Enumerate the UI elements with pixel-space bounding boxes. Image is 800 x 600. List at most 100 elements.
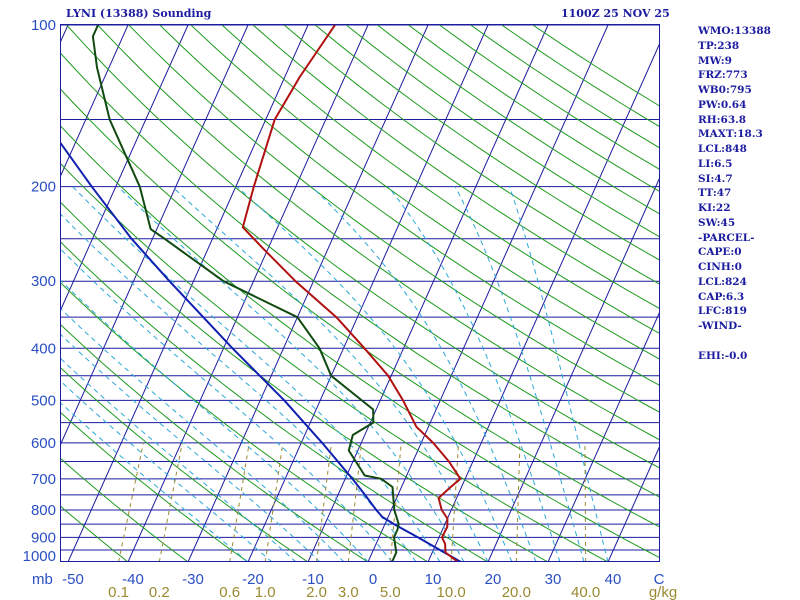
station-title: LYNI (13388) Sounding [66, 7, 212, 20]
mixing-ratio-label: 20.0 [502, 584, 531, 600]
dry-adiabat-line [60, 124, 660, 559]
pressure-tick-label: 500 [31, 392, 56, 409]
temperature-tick-label: -20 [242, 571, 264, 588]
sounding-index: MAXT:18.3 [698, 128, 763, 141]
mixing-ratio-label: 40.0 [571, 584, 600, 600]
mixing-ratio-line [584, 442, 587, 562]
moist-adiabat-line [509, 186, 609, 562]
mixing-ratio-label: 3.0 [338, 584, 359, 600]
sounding-index: CAP:6.3 [698, 290, 745, 303]
sounding-index: RH:63.8 [698, 113, 747, 126]
temperature-tick-label: -50 [62, 571, 84, 588]
sounding-index: SW:45 [698, 216, 736, 229]
temperature-unit-label: C [654, 571, 665, 588]
pressure-tick-label: 1000 [23, 548, 56, 565]
sounding-index: -WIND- [698, 320, 742, 332]
temperature-tick-label: 30 [545, 571, 562, 588]
temperature-tick-label: 40 [605, 571, 622, 588]
dry-adiabat-line [221, 25, 660, 335]
moist-adiabat-line [311, 186, 537, 562]
sounding-index: FRZ:773 [698, 69, 748, 82]
moist-adiabat-line [387, 186, 561, 562]
sounding-index: LFC:819 [698, 305, 747, 318]
sounding-index: LCL:824 [698, 275, 747, 288]
observation-time: 1100Z 25 NOV 25 [561, 7, 670, 20]
isotherm-line [367, 25, 609, 562]
isotherm-line [247, 25, 489, 562]
mixing-ratio-label: 0.2 [149, 584, 170, 600]
pressure-tick-label: 100 [31, 17, 56, 34]
sounding-index: WMO:13388 [698, 25, 771, 37]
mixing-ratio-label: 10.0 [437, 584, 466, 600]
isotherm-line [0, 25, 8, 562]
dry-adiabat-line [128, 25, 660, 413]
isotherm-line [60, 25, 189, 313]
dry-adiabat-line [283, 25, 660, 285]
dry-adiabat-line [60, 411, 249, 562]
moist-adiabat-line [60, 307, 345, 562]
temperature-tick-label: 0 [369, 571, 377, 588]
isotherm-line [547, 310, 660, 562]
pressure-tick-label: 200 [31, 179, 56, 196]
isotherm-line [487, 175, 660, 562]
sounding-index: -PARCEL- [698, 231, 755, 244]
sounding-index: PW:0.64 [698, 98, 747, 111]
dry-adiabat-line [60, 457, 189, 562]
mixing-ratio-label: 2.0 [306, 584, 327, 600]
sounding-index: KI:22 [698, 202, 731, 214]
moist-adiabat-line [117, 186, 465, 562]
pressure-tick-label: 900 [31, 529, 56, 546]
temperature-tick-label: -10 [302, 571, 324, 588]
pressure-unit-label: mb [32, 571, 53, 588]
isotherm-line [60, 25, 249, 447]
sounding-index: MW:9 [698, 54, 732, 67]
sounding-index: CAPE:0 [698, 246, 742, 259]
sounding-index: TP:238 [698, 39, 740, 52]
dry-adiabat-line [190, 25, 660, 360]
mixing-ratio-label: 5.0 [380, 584, 401, 600]
sounding-index: TT:47 [698, 187, 732, 200]
mixing-ratio-label: 1.0 [255, 584, 276, 600]
sounding-index: CINH:0 [698, 261, 742, 273]
pressure-tick-label: 800 [31, 502, 56, 519]
dewpoint-trace [91, 25, 400, 562]
moist-adiabat-line [60, 357, 297, 562]
dry-adiabat-line [60, 201, 549, 562]
dry-adiabat-line [60, 281, 429, 562]
isotherm-line [607, 444, 660, 562]
sounding-index: SI:4.7 [698, 172, 733, 185]
mixing-ratio-unit-label: g/kg [649, 584, 677, 600]
mixing-ratio-line [515, 442, 521, 562]
dry-adiabat-line [60, 162, 609, 562]
pressure-tick-label: 400 [31, 340, 56, 357]
temperature-tick-label: 20 [485, 571, 502, 588]
pressure-tick-label: 300 [31, 273, 56, 290]
dry-adiabat-line [60, 505, 129, 562]
plot-border [60, 24, 660, 562]
moist-adiabat-line [72, 186, 441, 562]
moist-adiabat-line [171, 186, 489, 562]
sounding-indices-panel: WMO:13388 TP:238 MW:9 FRZ:773 WB0:795 PW:0.64… [698, 24, 771, 363]
moist-adiabat-line [60, 333, 321, 562]
parcel-trace [60, 140, 462, 562]
moist-adiabat-line [60, 279, 369, 562]
dry-adiabat-line [60, 51, 660, 498]
mixing-ratio-line [450, 442, 460, 562]
sounding-index: LI:6.5 [698, 157, 733, 170]
sounding-index [698, 334, 771, 349]
dry-adiabat-line [60, 87, 660, 528]
sounding-index: LCL:848 [698, 143, 747, 155]
sounding-index: WB0:795 [698, 84, 752, 96]
dry-adiabat-line [314, 25, 660, 261]
dry-adiabat-line [60, 323, 369, 562]
isotherm-line [67, 25, 309, 562]
isotherm-line [60, 25, 129, 179]
sounding-index: EHI:-0.0 [698, 349, 748, 362]
temperature-tick-label: -40 [122, 571, 144, 588]
moist-adiabat-line [60, 247, 393, 562]
dry-adiabat-line [159, 25, 660, 387]
temperature-tick-label: -30 [182, 571, 204, 588]
mixing-ratio-line [389, 442, 402, 562]
dry-adiabat-line [97, 25, 660, 441]
